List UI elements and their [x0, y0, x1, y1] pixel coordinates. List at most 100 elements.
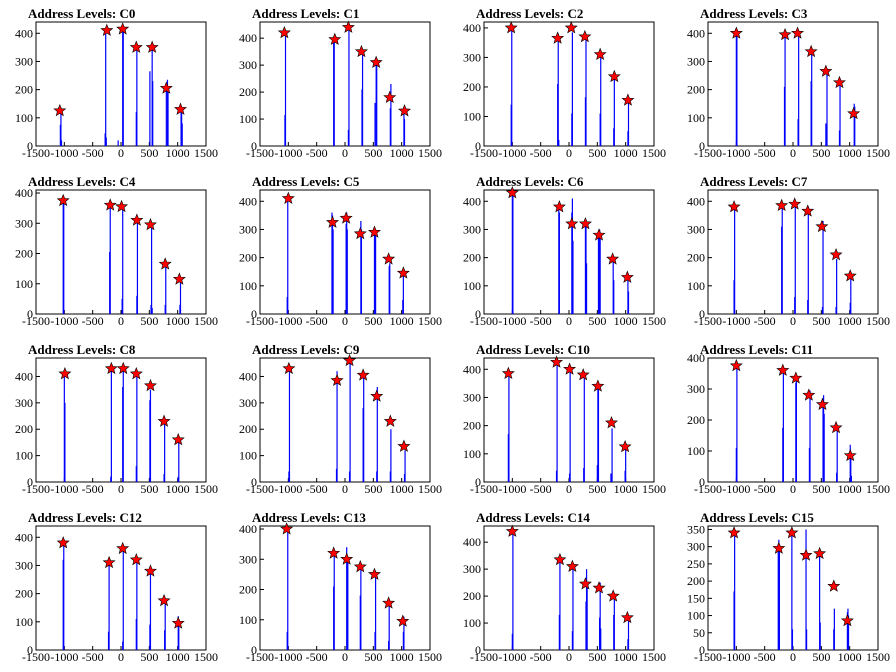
chart-panel: Address Levels: C12 0 100 200 300 400 -1500 -10…	[0, 504, 224, 672]
chart-panel: Address Levels: C3 0 100 200 300 400 -1500 -100…	[672, 0, 896, 168]
peak-marker	[157, 593, 171, 607]
peak-marker	[565, 559, 579, 572]
peak-marker	[832, 75, 846, 89]
peak-marker	[56, 193, 70, 207]
peak-marker	[620, 270, 634, 283]
peak-marker	[356, 368, 370, 381]
chart-title: Address Levels: C14	[476, 510, 590, 525]
y-tick-label: 400	[463, 535, 481, 549]
y-tick-label: 100	[463, 279, 481, 293]
peak-marker	[607, 69, 621, 83]
chart-title: Address Levels: C2	[476, 6, 583, 21]
peak-marker	[789, 371, 803, 384]
y-tick-label: 300	[15, 558, 33, 572]
x-tick-label: -500	[82, 650, 104, 664]
x-tick-label: -1000	[274, 482, 302, 496]
chart-svg: Address Levels: C1 0 100 200 300 400 -1500 -100…	[239, 6, 442, 160]
x-tick-label: -1500	[22, 314, 50, 328]
y-tick-label: 100	[239, 279, 257, 293]
chart-title: Address Levels: C15	[700, 510, 814, 525]
peak-marker	[819, 64, 833, 77]
peak-marker	[116, 541, 130, 555]
peak-marker	[330, 373, 344, 386]
peak-marker	[788, 197, 802, 210]
chart-svg: Address Levels: C15 0 50 100 150 200 250 300 350…	[687, 510, 890, 664]
peak-marker	[776, 363, 790, 376]
chart-title: Address Levels: C1	[252, 6, 359, 21]
y-tick-label: 400	[239, 194, 257, 208]
x-tick-label: 500	[812, 482, 830, 496]
peak-marker	[339, 211, 353, 224]
x-tick-label: -1500	[246, 146, 274, 160]
peak-marker	[576, 368, 590, 381]
y-tick-label: 100	[463, 616, 481, 630]
x-tick-label: 1500	[194, 314, 218, 328]
chart-panel: Address Levels: C8 0 100 200 300 400 -1500 -100…	[0, 336, 224, 504]
peak-marker	[353, 560, 367, 573]
x-tick-label: -500	[306, 314, 328, 328]
y-tick-label: 250	[687, 557, 705, 571]
x-tick-label: -500	[754, 146, 776, 160]
peak-marker	[829, 247, 843, 261]
x-tick-label: 1000	[166, 650, 190, 664]
x-tick-label: 0	[790, 314, 796, 328]
chart-panel: Address Levels: C9 0 100 200 300 400 -1500 -100…	[224, 336, 448, 504]
y-tick-label: 100	[687, 444, 705, 458]
chart-panel: Address Levels: C11 0 100 200 300 400 -1500 -10…	[672, 336, 896, 504]
peak-marker	[396, 266, 410, 279]
chart-svg: Address Levels: C14 0 100 200 300 400 -1500 -10…	[463, 510, 666, 664]
x-tick-label: -1000	[498, 146, 526, 160]
x-tick-label: -1000	[722, 650, 750, 664]
peak-marker	[158, 257, 172, 270]
peak-marker	[100, 23, 114, 36]
chart-panel: Address Levels: C1 0 100 200 300 400 -1500 -100…	[224, 0, 448, 168]
y-tick-label: 300	[463, 50, 481, 64]
x-tick-label: 1000	[614, 146, 638, 160]
peak-marker	[813, 546, 827, 560]
x-tick-label: -1000	[498, 314, 526, 328]
peak-marker	[815, 219, 829, 233]
peak-marker	[343, 353, 357, 367]
x-tick-label: -1000	[50, 650, 78, 664]
chart-title: Address Levels: C7	[700, 174, 808, 189]
x-tick-label: 1500	[418, 314, 442, 328]
chart-panel: Address Levels: C13 0 100 200 300 400 -1500 -10…	[224, 504, 448, 672]
peak-marker	[396, 614, 410, 627]
chart-panel: Address Levels: C15 0 50 100 150 200 250 300 350…	[672, 504, 896, 672]
peak-marker	[157, 414, 171, 427]
x-tick-label: 1500	[418, 482, 442, 496]
peak-marker	[621, 93, 635, 106]
y-tick-label: 100	[239, 112, 257, 126]
y-tick-label: 400	[15, 369, 33, 383]
x-tick-label: -1500	[246, 314, 274, 328]
peak-marker	[145, 40, 159, 53]
x-tick-label: -1000	[722, 482, 750, 496]
peak-marker	[129, 367, 143, 380]
x-tick-label: 0	[342, 146, 348, 160]
plot-frame	[707, 21, 879, 147]
y-tick-label: 300	[687, 540, 705, 554]
peak-marker	[785, 526, 799, 539]
x-tick-label: -500	[754, 482, 776, 496]
peak-marker	[606, 252, 620, 265]
chart-svg: Address Levels: C4 0 100 200 300 400 -1500 -100…	[15, 174, 218, 328]
x-tick-label: -500	[82, 314, 104, 328]
y-tick-label: 350	[687, 522, 705, 536]
x-tick-label: -1500	[694, 146, 722, 160]
y-tick-label: 300	[463, 562, 481, 576]
x-tick-label: 500	[588, 314, 606, 328]
y-tick-label: 200	[239, 251, 257, 265]
peak-marker	[847, 106, 861, 120]
x-tick-label: -1500	[246, 650, 274, 664]
x-tick-label: -1000	[498, 482, 526, 496]
peak-marker	[130, 213, 144, 226]
y-tick-label: 300	[239, 222, 257, 236]
peak-marker	[129, 40, 143, 53]
x-tick-label: -1500	[470, 146, 498, 160]
x-tick-label: 0	[342, 314, 348, 328]
y-tick-label: 200	[15, 247, 33, 261]
peak-marker	[281, 191, 295, 204]
x-tick-label: 500	[364, 650, 382, 664]
chart-svg: Address Levels: C7 0 100 200 300 400 -1500 -100…	[687, 174, 890, 328]
